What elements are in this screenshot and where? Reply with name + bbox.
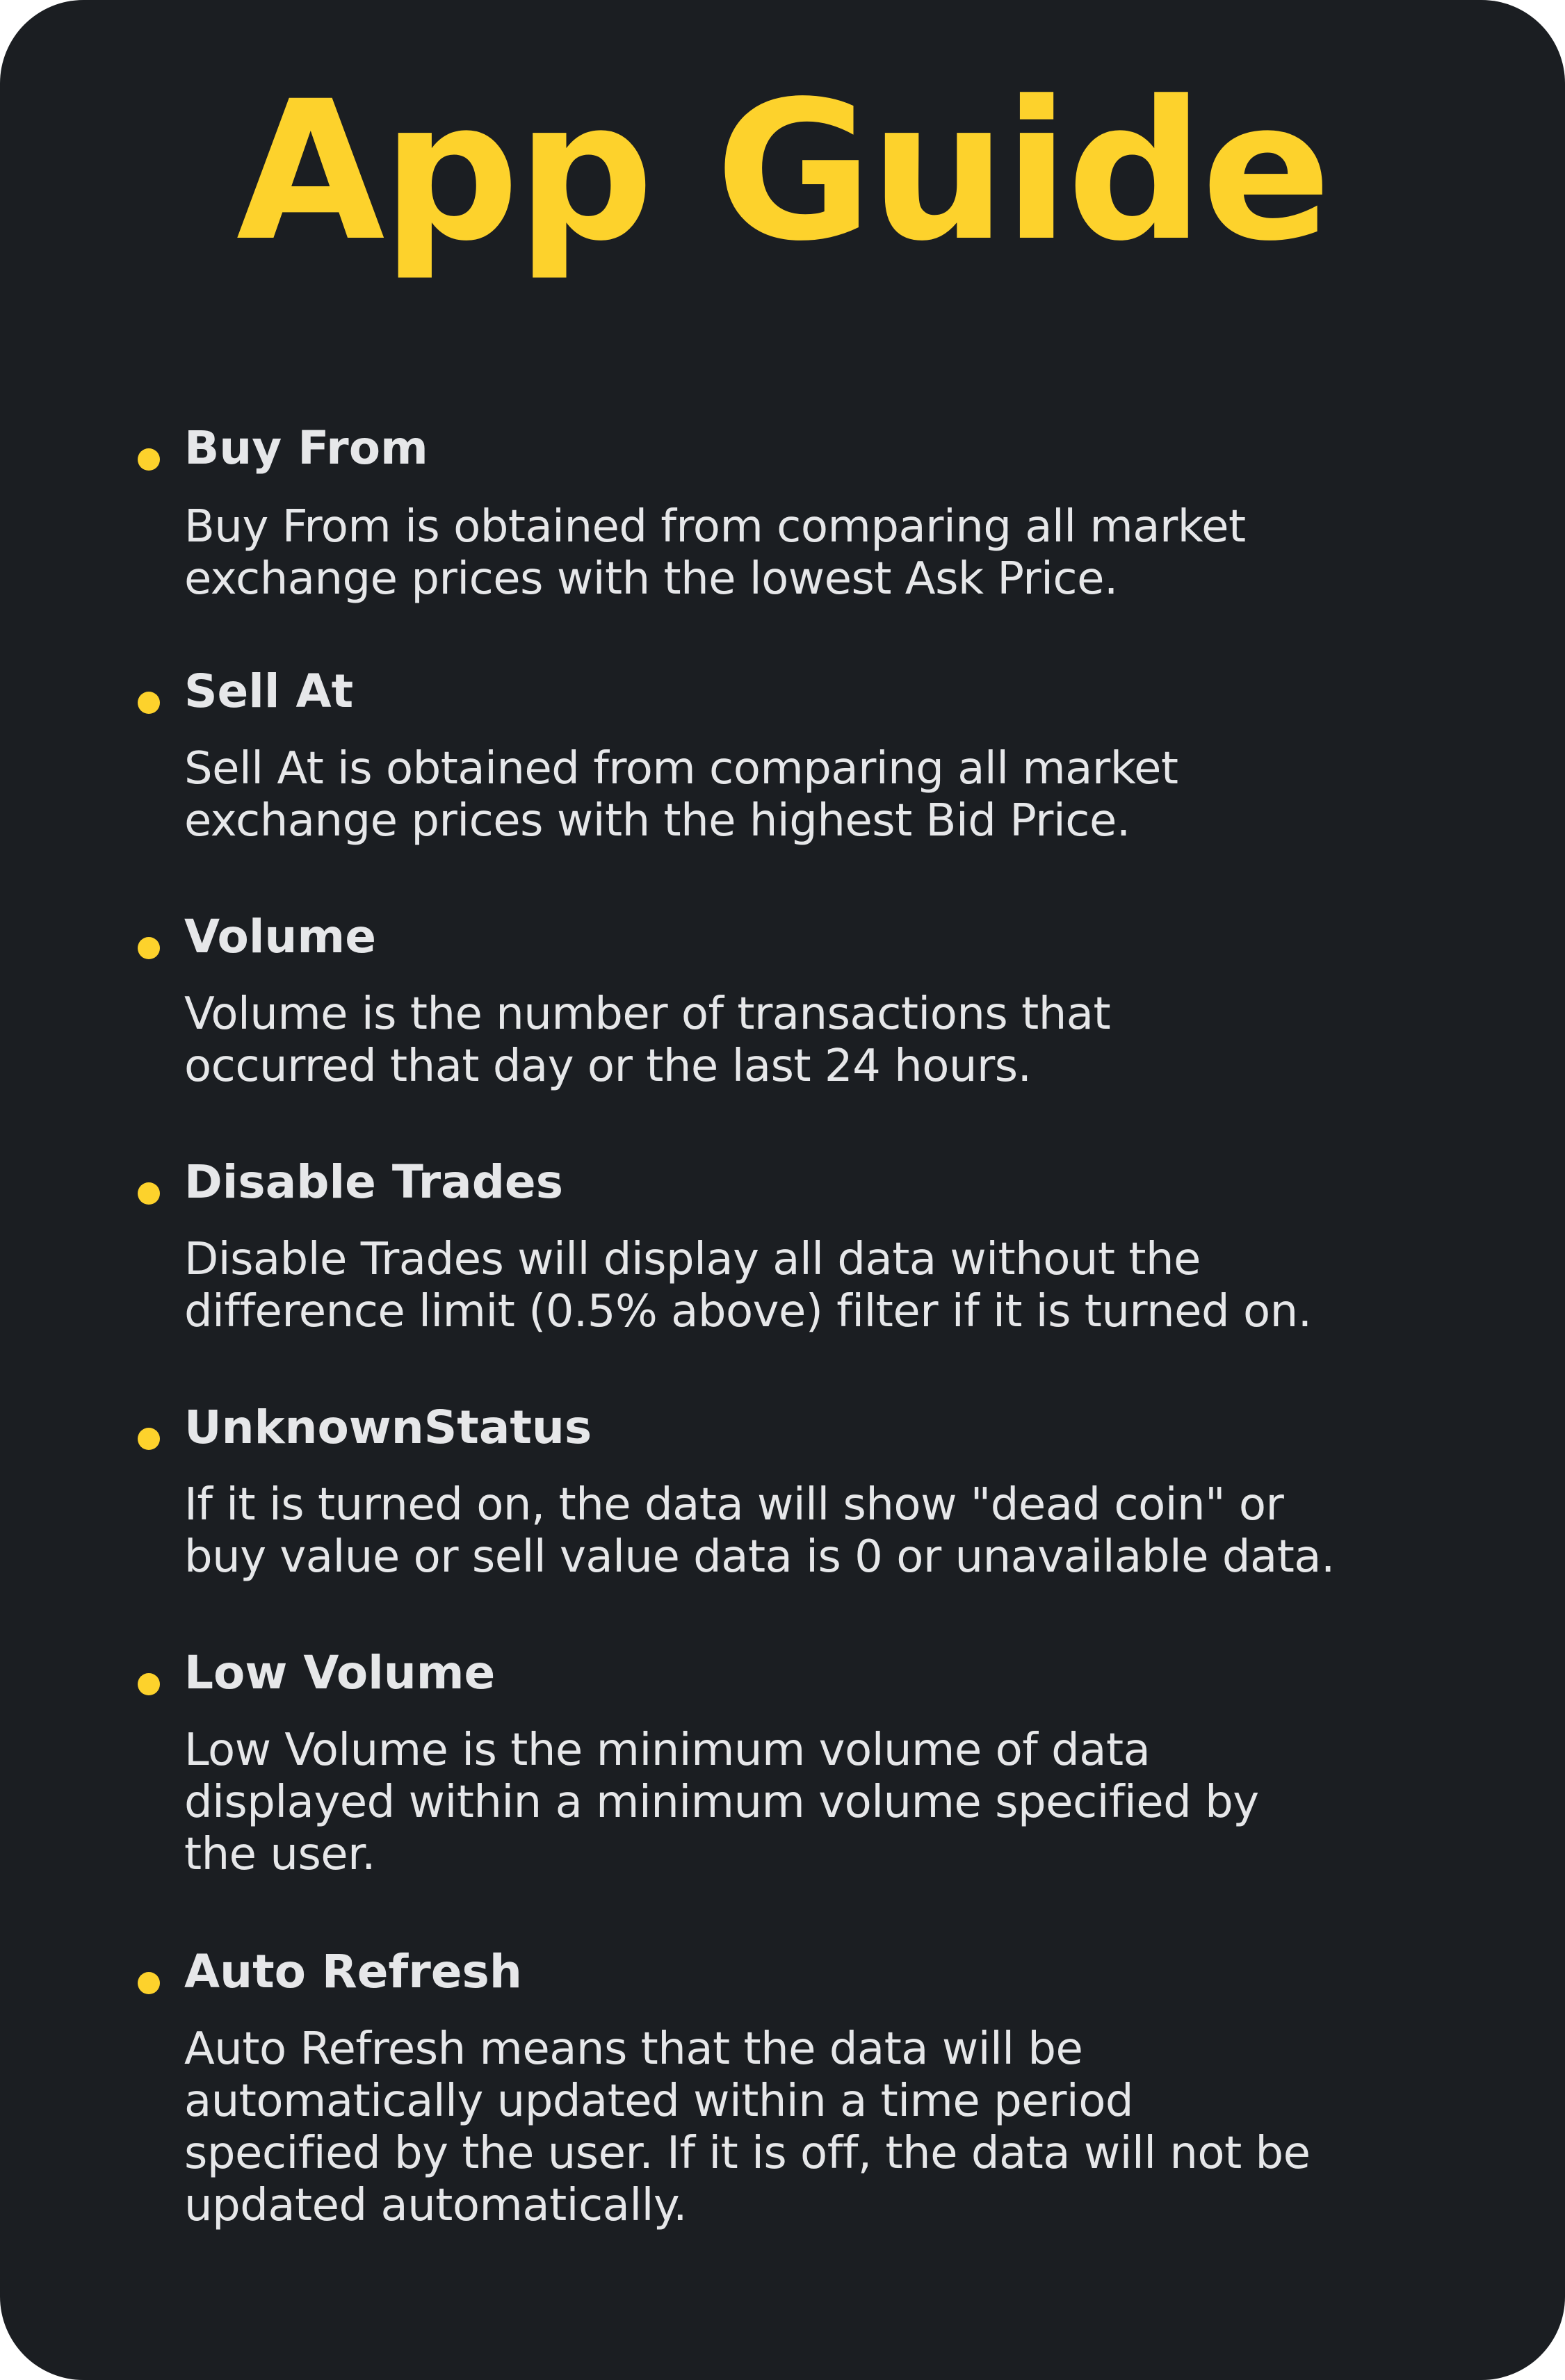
- description-line: Auto Refresh means that the data will be: [184, 2023, 1083, 2075]
- guide-item-heading: Sell At: [184, 665, 354, 718]
- description-line: the user.: [184, 1829, 375, 1880]
- guide-item-heading: Buy From: [184, 421, 428, 475]
- guide-item-description: Sell At is obtained from comparing all m…: [184, 743, 1519, 847]
- bullet-dot-icon: [138, 1972, 160, 1994]
- description-line: updated automatically.: [184, 2180, 688, 2231]
- description-line: Sell At is obtained from comparing all m…: [184, 743, 1178, 794]
- description-line: buy value or sell value data is 0 or una…: [184, 1531, 1335, 1583]
- description-line: exchange prices with the lowest Ask Pric…: [184, 553, 1118, 605]
- bullet-dot-icon: [138, 692, 160, 714]
- description-line: displayed within a minimum volume specif…: [184, 1777, 1259, 1828]
- guide-item-description: Low Volume is the minimum volume of data…: [184, 1725, 1519, 1881]
- description-line: occurred that day or the last 24 hours.: [184, 1041, 1032, 1092]
- bullet-dot-icon: [138, 1428, 160, 1450]
- guide-item-description: Auto Refresh means that the data will be…: [184, 2023, 1519, 2232]
- description-line: difference limit (0.5% above) filter if …: [184, 1286, 1312, 1337]
- description-line: Volume is the number of transactions tha…: [184, 988, 1111, 1040]
- bullet-dot-icon: [138, 937, 160, 959]
- description-line: specified by the user. If it is off, the…: [184, 2128, 1311, 2179]
- bullet-dot-icon: [138, 448, 160, 471]
- guide-item-heading: Low Volume: [184, 1646, 496, 1700]
- bullet-dot-icon: [138, 1673, 160, 1695]
- description-line: exchange prices with the highest Bid Pri…: [184, 795, 1130, 847]
- guide-item-description: Buy From is obtained from comparing all …: [184, 501, 1519, 605]
- guide-item-heading: Auto Refresh: [184, 1945, 522, 1998]
- guide-item-description: Volume is the number of transactions tha…: [184, 988, 1519, 1093]
- description-line: Disable Trades will display all data wit…: [184, 1234, 1201, 1285]
- guide-item-description: If it is turned on, the data will show "…: [184, 1479, 1519, 1583]
- description-line: If it is turned on, the data will show "…: [184, 1479, 1284, 1531]
- page-title: App Guide: [236, 60, 1331, 284]
- guide-item-description: Disable Trades will display all data wit…: [184, 1234, 1519, 1338]
- description-line: Low Volume is the minimum volume of data: [184, 1725, 1151, 1776]
- guide-item-heading: UnknownStatus: [184, 1401, 592, 1454]
- bullet-dot-icon: [138, 1182, 160, 1205]
- guide-item-heading: Volume: [184, 910, 376, 963]
- guide-item-heading: Disable Trades: [184, 1155, 563, 1209]
- description-line: automatically updated within a time peri…: [184, 2076, 1133, 2127]
- description-line: Buy From is obtained from comparing all …: [184, 501, 1246, 553]
